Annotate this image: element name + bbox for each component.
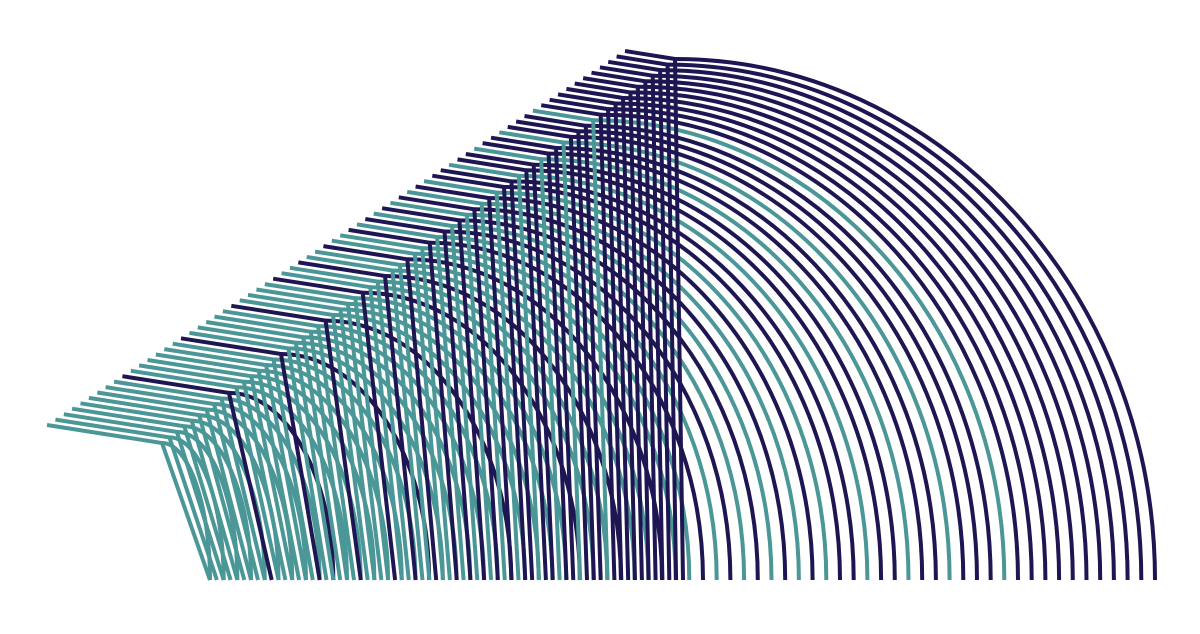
arc-curve — [377, 279, 610, 581]
arc-band — [582, 76, 1089, 581]
arc-band — [566, 86, 1062, 581]
arc-curve — [660, 68, 1130, 581]
arc-curve — [674, 57, 1157, 581]
arc-band — [498, 130, 952, 581]
arc-curve — [526, 168, 884, 581]
arc-curve — [355, 296, 569, 581]
arc-band — [415, 184, 815, 581]
arc-lead-line — [55, 417, 219, 581]
arc-band — [549, 97, 1034, 581]
arc-curve — [518, 173, 870, 581]
arc-curve — [645, 79, 1103, 581]
arc-band — [616, 54, 1144, 581]
arc-curve — [622, 96, 1062, 581]
arc-band — [130, 368, 349, 581]
arc-band — [46, 423, 212, 581]
arc-band — [122, 374, 336, 581]
arc-lead-line — [46, 423, 212, 581]
arc-band — [540, 103, 1020, 581]
arc-band — [607, 59, 1130, 581]
arc-band — [524, 114, 993, 581]
arc-curve — [608, 107, 1034, 581]
arc-curve — [615, 101, 1048, 581]
arc-curve — [533, 162, 897, 581]
arc-band — [624, 49, 1157, 581]
arc-band — [574, 81, 1075, 581]
arc-band — [448, 162, 870, 581]
arc-curve — [489, 196, 815, 581]
arc-curve — [652, 73, 1116, 581]
arc-band — [289, 265, 610, 581]
arc-curve — [585, 123, 993, 581]
arc-band — [591, 70, 1103, 581]
arc-curve — [667, 62, 1144, 581]
arc-curve — [563, 140, 952, 581]
arc-curve — [496, 190, 829, 581]
arc-band — [532, 108, 1007, 581]
arc-band — [264, 282, 569, 581]
arc-curve — [600, 112, 1020, 581]
arc-band — [557, 92, 1048, 581]
arc-band — [490, 135, 938, 581]
arc-band — [423, 179, 829, 581]
arc-curve — [593, 118, 1007, 581]
arc-curve — [555, 146, 938, 581]
arc-curve — [236, 385, 349, 581]
arc-band — [599, 65, 1116, 581]
arc-band — [457, 157, 884, 581]
arc-curve — [228, 390, 336, 581]
arc-curve — [630, 90, 1075, 581]
arc-curve — [637, 84, 1089, 581]
arc-band — [465, 152, 897, 581]
